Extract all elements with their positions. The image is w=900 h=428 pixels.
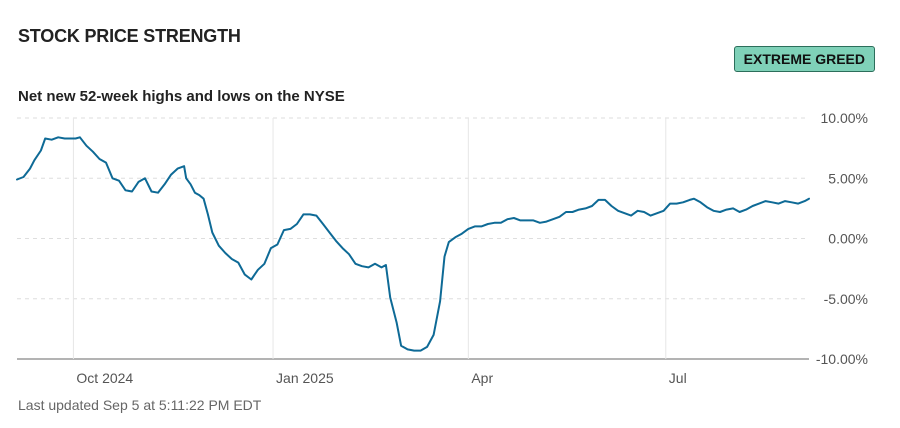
- chart-title: STOCK PRICE STRENGTH: [18, 26, 241, 46]
- x-axis-ticks: Oct 2024 Jan 2025 Apr Jul: [76, 370, 686, 386]
- chart-subtitle: Net new 52-week highs and lows on the NY…: [18, 88, 345, 105]
- x-tick-label: Apr: [471, 370, 493, 386]
- y-axis-ticks: 10.00% 5.00% 0.00% -5.00% -10.00%: [816, 110, 868, 367]
- last-updated-text: Last updated Sep 5 at 5:11:22 PM EDT: [18, 397, 262, 413]
- x-tick-label: Oct 2024: [76, 370, 133, 386]
- series-line: [16, 136, 810, 352]
- y-tick-label: -5.00%: [824, 291, 868, 307]
- y-tick-label: -10.00%: [816, 351, 868, 367]
- y-tick-label: 10.00%: [821, 110, 868, 126]
- y-tick-label: 5.00%: [828, 170, 868, 186]
- y-tick-label: 0.00%: [828, 231, 868, 247]
- x-tick-label: Jan 2025: [276, 370, 334, 386]
- sentiment-badge: EXTREME GREED: [733, 46, 875, 72]
- x-tick-label: Jul: [669, 370, 687, 386]
- grid: [17, 117, 809, 360]
